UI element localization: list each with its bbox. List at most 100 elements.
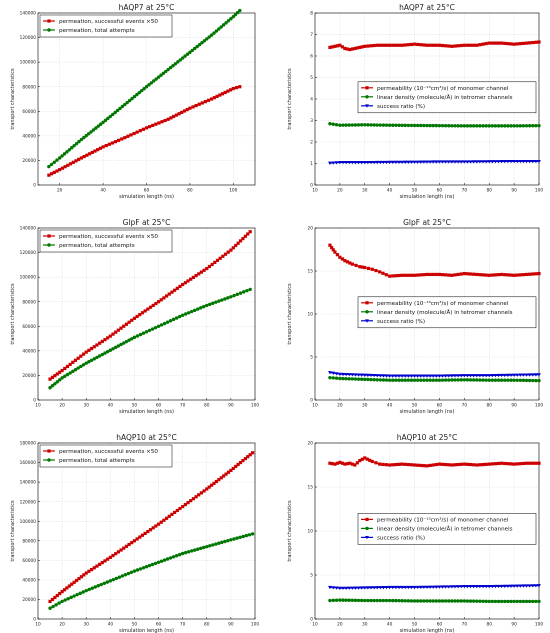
data-point	[505, 160, 510, 164]
data-point	[400, 374, 405, 378]
chart-title: hAQP10 at 25°C	[397, 433, 458, 442]
data-point	[243, 234, 247, 238]
x-tick-label: 60	[437, 622, 443, 628]
data-point	[347, 373, 352, 377]
data-point	[168, 65, 173, 70]
data-point	[453, 585, 457, 589]
data-point	[384, 463, 388, 467]
data-point	[509, 599, 513, 604]
legend-box	[357, 81, 537, 114]
data-point	[384, 374, 389, 378]
data-point	[169, 116, 173, 120]
data-point	[366, 44, 370, 48]
data-point	[72, 594, 76, 598]
data-point	[456, 462, 460, 467]
data-point	[437, 160, 442, 164]
data-point	[358, 265, 362, 269]
data-point	[496, 124, 501, 128]
y-tick-label: 80000	[22, 538, 36, 544]
data-point	[98, 146, 102, 150]
data-point	[391, 378, 395, 382]
data-point	[242, 290, 246, 294]
data-point	[431, 585, 436, 589]
data-point	[181, 504, 185, 509]
data-point	[506, 42, 510, 46]
data-point	[422, 378, 426, 382]
data-point	[534, 123, 538, 128]
data-point	[248, 453, 252, 457]
data-point	[350, 123, 355, 127]
data-point	[93, 585, 97, 589]
x-tick-label: 20	[59, 403, 65, 409]
data-point	[95, 355, 99, 360]
data-point	[493, 41, 498, 45]
data-point	[356, 161, 361, 165]
x-tick-label: 10	[312, 403, 318, 409]
data-point	[440, 378, 445, 382]
data-point	[168, 319, 173, 323]
data-point	[55, 169, 59, 173]
data-point	[220, 92, 225, 96]
data-point	[105, 580, 110, 584]
data-point	[49, 162, 54, 167]
data-point	[477, 160, 482, 164]
data-point	[116, 344, 121, 348]
data-point	[515, 273, 519, 277]
data-point	[465, 160, 470, 164]
data-point	[444, 44, 448, 48]
data-point	[406, 462, 410, 467]
data-point	[459, 160, 464, 164]
data-point	[335, 461, 339, 465]
data-point	[100, 339, 104, 344]
data-point	[412, 273, 417, 277]
data-point	[490, 378, 495, 382]
data-point	[384, 160, 389, 165]
data-point	[481, 378, 485, 382]
y-tick-label: 3	[310, 118, 313, 124]
data-point	[388, 43, 392, 47]
y-tick-label: 20	[308, 441, 314, 447]
data-point	[99, 582, 103, 587]
data-point	[175, 508, 179, 513]
data-point	[67, 584, 71, 588]
data-point	[345, 47, 349, 51]
data-point	[183, 54, 187, 58]
y-tick-label: 0	[33, 617, 36, 623]
data-point	[84, 134, 88, 138]
data-point	[333, 44, 337, 48]
data-point	[209, 33, 214, 37]
data-point	[235, 10, 240, 15]
data-point	[248, 230, 252, 234]
data-point	[415, 374, 420, 378]
data-point	[415, 585, 420, 590]
data-point	[93, 149, 97, 153]
data-point	[412, 374, 417, 378]
data-point	[416, 42, 420, 47]
data-point	[515, 584, 520, 588]
data-point	[462, 271, 466, 276]
data-point	[360, 457, 364, 461]
data-point	[353, 46, 357, 51]
data-point	[162, 518, 166, 522]
data-point	[428, 585, 433, 589]
data-point	[422, 43, 426, 47]
data-point	[335, 44, 339, 48]
data-point	[422, 464, 426, 468]
data-point	[202, 304, 206, 309]
data-point	[446, 585, 451, 589]
data-point	[515, 378, 519, 382]
data-point	[384, 378, 389, 382]
data-point	[524, 41, 529, 45]
data-point	[106, 336, 110, 340]
data-point	[387, 374, 392, 378]
data-point	[73, 367, 78, 372]
data-point	[425, 599, 429, 603]
data-point	[96, 148, 100, 152]
data-point	[55, 372, 59, 376]
data-point	[419, 378, 423, 382]
data-point	[422, 599, 426, 603]
data-point	[362, 161, 367, 165]
data-point	[453, 44, 457, 48]
data-point	[174, 553, 179, 558]
data-point	[474, 585, 479, 589]
